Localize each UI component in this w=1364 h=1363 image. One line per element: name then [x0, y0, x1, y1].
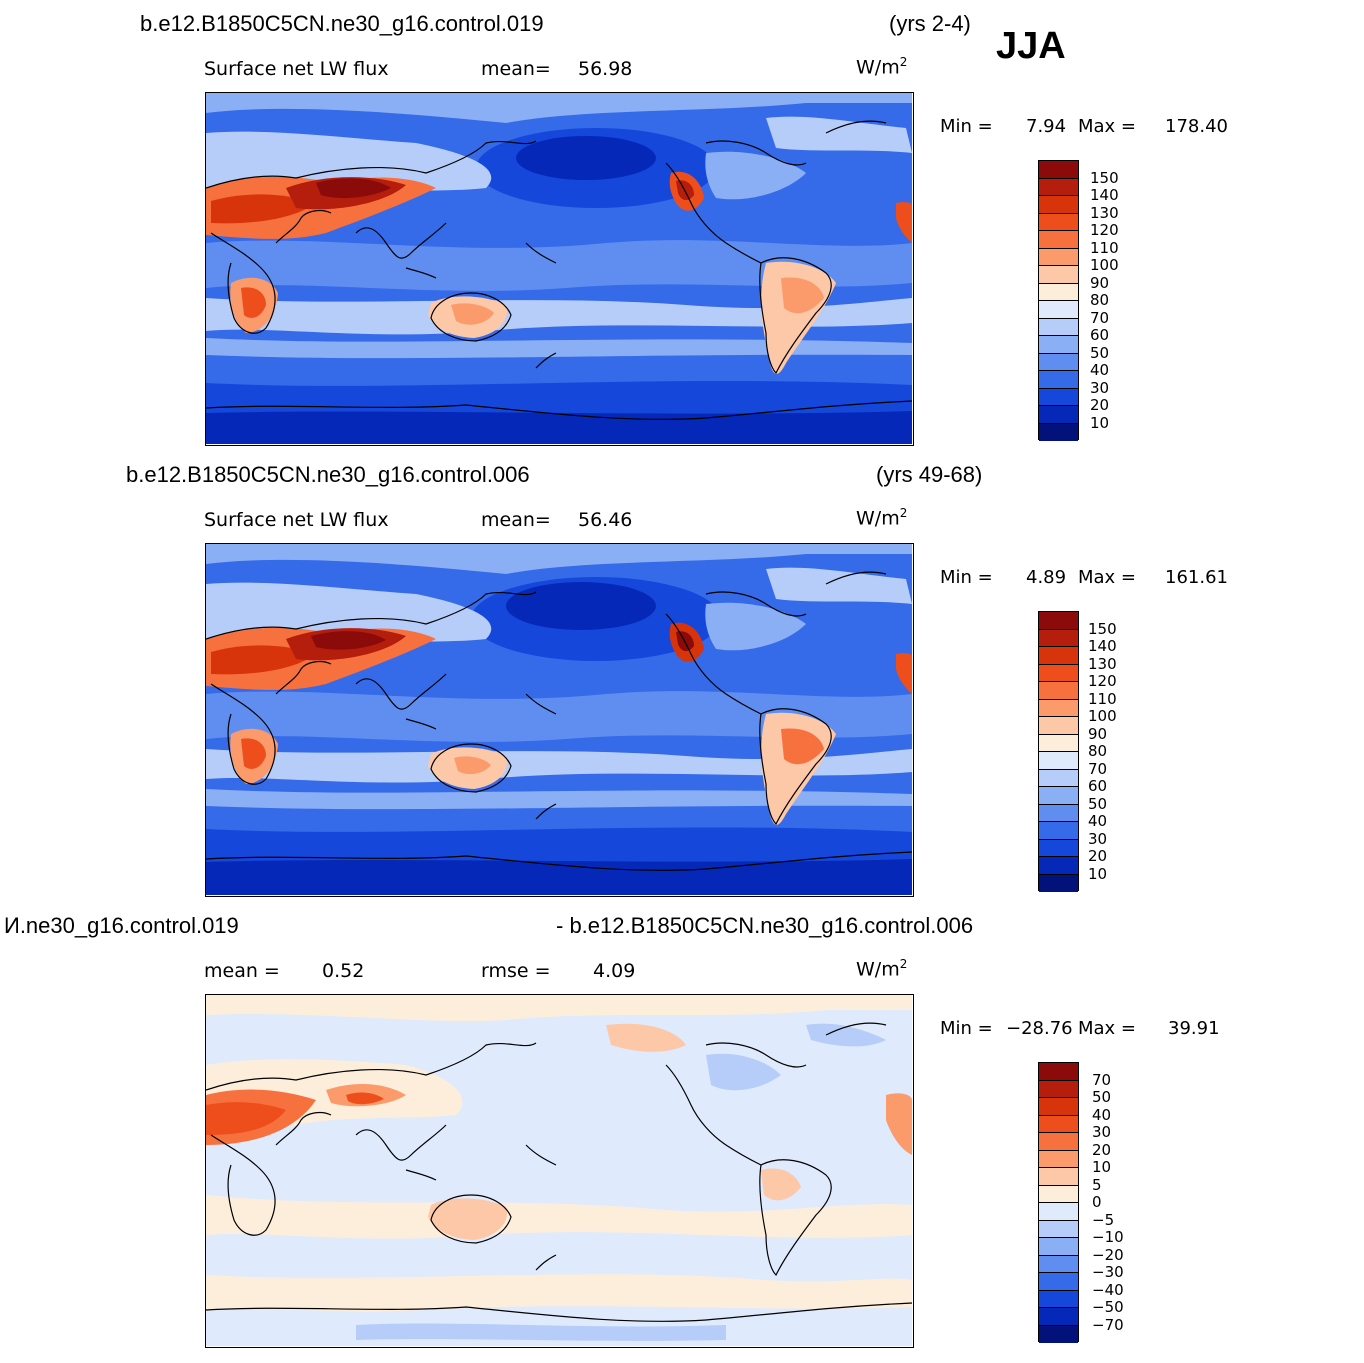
colorbar-label: 40 [1092, 1105, 1112, 1124]
colorbar-label: 30 [1090, 378, 1110, 397]
colorbar-label: 5 [1092, 1175, 1102, 1194]
panel-2-map [205, 543, 914, 897]
panel-2-mean-value: 56.46 [578, 509, 633, 531]
panel-2-colorbar [1038, 611, 1079, 892]
panel-2-units: W/m2 [856, 506, 908, 530]
colorbar-label: −30 [1092, 1263, 1124, 1281]
colorbar-label: 10 [1092, 1158, 1112, 1176]
panel-1-mean-value: 56.98 [578, 58, 633, 80]
panel-1-mean-label: mean= [481, 58, 551, 80]
panel-3-colorbar [1038, 1062, 1079, 1343]
colorbar-label: 150 [1088, 619, 1117, 638]
season-label: JJA [996, 25, 1066, 67]
panel-2-field-name: Surface net LW flux [204, 509, 389, 531]
panel-3-mean-value: 0.52 [322, 960, 365, 982]
panel-3-case-title: И.ne30_g16.control.019 [4, 913, 239, 938]
colorbar-label: 140 [1088, 637, 1117, 655]
panel-3-max-label: Max = [1078, 1018, 1137, 1039]
panel-1-max-value: 178.40 [1165, 116, 1228, 137]
panel-1-case-title: b.e12.B1850C5CN.ne30_g16.control.019 [140, 11, 544, 36]
colorbar-label: 50 [1090, 343, 1110, 362]
colorbar-label: 20 [1088, 847, 1108, 865]
colorbar-label: 140 [1090, 186, 1119, 204]
colorbar-label: 80 [1088, 742, 1108, 760]
colorbar-label: 130 [1090, 203, 1119, 222]
colorbar-label: 150 [1090, 168, 1119, 187]
panel-3-min-label: Min = [940, 1018, 993, 1039]
colorbar-label: 10 [1088, 864, 1108, 883]
colorbar-label: 70 [1088, 759, 1108, 778]
colorbar-label: 70 [1090, 308, 1110, 327]
colorbar-label: 0 [1092, 1193, 1102, 1211]
colorbar-label: 60 [1088, 777, 1108, 795]
colorbar-label: 30 [1092, 1123, 1112, 1141]
panel-3-max-value: 39.91 [1168, 1018, 1220, 1039]
colorbar-label: 20 [1090, 396, 1110, 414]
panel-2-max-label: Max = [1078, 567, 1137, 588]
panel-2-min-value: 4.89 [1026, 567, 1067, 588]
panel-2-case-title: b.e12.B1850C5CN.ne30_g16.control.006 [126, 462, 530, 487]
colorbar-label: 110 [1088, 689, 1117, 708]
colorbar-label: 70 [1092, 1070, 1112, 1089]
colorbar-label: 10 [1090, 413, 1110, 432]
colorbar-label: 50 [1088, 794, 1108, 813]
colorbar-label: 130 [1088, 654, 1117, 673]
colorbar-label: 40 [1088, 812, 1108, 830]
panel-2-years: (yrs 49-68) [876, 462, 983, 487]
panel-3-units: W/m2 [856, 957, 908, 981]
panel-3-rmse-label: rmse = [481, 960, 551, 982]
colorbar-label: −20 [1092, 1245, 1124, 1264]
colorbar-label: 30 [1088, 829, 1108, 848]
colorbar-label: 100 [1090, 256, 1119, 274]
panel-1-field-name: Surface net LW flux [204, 58, 389, 80]
panel-2-mean-label: mean= [481, 509, 551, 531]
panel-2-min-label: Min = [940, 567, 993, 588]
colorbar-label: −40 [1092, 1280, 1124, 1299]
colorbar-label: −70 [1092, 1315, 1124, 1334]
panel-3-min-value: −28.76 [1006, 1018, 1073, 1039]
panel-1-colorbar [1038, 160, 1079, 441]
panel-2-max-value: 161.61 [1165, 567, 1228, 588]
panel-1-map [205, 92, 914, 446]
panel-3-mean-label: mean = [204, 960, 280, 982]
panel-3-rmse-value: 4.09 [593, 960, 636, 982]
panel-1-units: W/m2 [856, 55, 908, 79]
colorbar-label: 80 [1090, 291, 1110, 309]
panel-1-min-value: 7.94 [1026, 116, 1067, 137]
colorbar-label: −50 [1092, 1298, 1124, 1316]
panel-3-map [205, 994, 914, 1348]
colorbar-label: 100 [1088, 707, 1117, 725]
panel-1-years: (yrs 2-4) [889, 11, 971, 36]
colorbar-label: 90 [1090, 273, 1110, 292]
colorbar-label: 120 [1090, 221, 1119, 239]
colorbar-label: 50 [1092, 1088, 1112, 1106]
panel-1-min-label: Min = [940, 116, 993, 137]
panel-1-max-label: Max = [1078, 116, 1137, 137]
colorbar-label: 20 [1092, 1140, 1112, 1159]
colorbar-label: 90 [1088, 724, 1108, 743]
panel-3-case-subtracted: - b.e12.B1850C5CN.ne30_g16.control.006 [556, 913, 974, 938]
colorbar-label: −10 [1092, 1228, 1124, 1246]
colorbar-label: 40 [1090, 361, 1110, 379]
colorbar-label: 110 [1090, 238, 1119, 257]
colorbar-label: 60 [1090, 326, 1110, 344]
colorbar-label: 120 [1088, 672, 1117, 690]
colorbar-label: −5 [1092, 1210, 1115, 1229]
